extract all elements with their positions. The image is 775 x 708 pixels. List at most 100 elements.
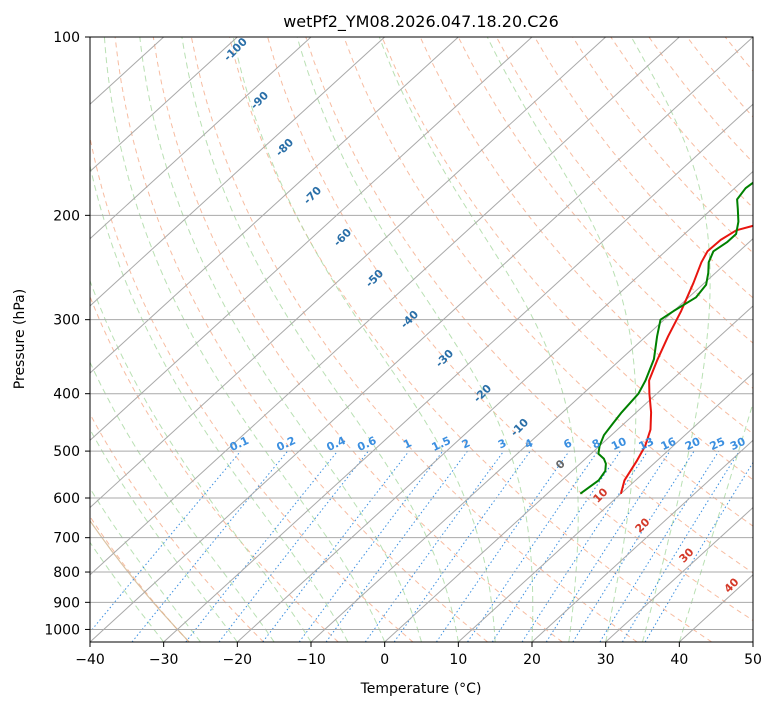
x-tick-label: 0 xyxy=(380,652,389,668)
dry-adiabat-line xyxy=(229,37,712,642)
dry-adiabat-line xyxy=(90,295,339,642)
mixing-ratio-line xyxy=(491,450,621,642)
moist-adiabat-line xyxy=(232,37,496,642)
y-tick-label: 1000 xyxy=(44,622,80,638)
isotherm-line xyxy=(457,372,753,642)
dry-adiabat-line xyxy=(343,37,753,527)
mixing-ratio-line xyxy=(298,450,444,642)
isotherm-line xyxy=(163,103,753,642)
dry-adiabat-line xyxy=(534,37,753,299)
isotherm-line xyxy=(752,641,753,642)
mixing-ratio-line xyxy=(545,450,671,642)
moist-adiabat-label: -90 xyxy=(248,89,271,112)
isotherm-line xyxy=(310,237,753,642)
moist-adiabat-line xyxy=(103,37,386,642)
plot-frame xyxy=(89,36,754,643)
y-axis-title: Pressure (hPa) xyxy=(12,289,28,389)
y-tick-label: 600 xyxy=(53,491,80,507)
moist-adiabat-line xyxy=(90,361,275,642)
moist-adiabat-label: -50 xyxy=(363,267,386,290)
isotherm-line xyxy=(90,37,607,509)
y-tick-label: 300 xyxy=(53,313,80,329)
reference-curve-line xyxy=(90,519,190,642)
x-axis-ticks: −40 −30 −20 −10 0 10 20 30 40 50 xyxy=(75,642,762,668)
x-tick-label: 30 xyxy=(597,652,615,668)
temperature-profile-line xyxy=(619,224,753,494)
isotherm-line xyxy=(90,37,533,442)
mixing-ratio-line xyxy=(621,450,740,642)
y-tick-label: 900 xyxy=(53,595,80,611)
mixing-ratio-line xyxy=(521,450,649,642)
moist-adiabat-line xyxy=(378,37,579,642)
isotherm-line xyxy=(384,305,753,642)
x-tick-label: −20 xyxy=(223,652,253,668)
mixing-ratio-line xyxy=(262,450,410,642)
dry-adiabat-line xyxy=(724,37,753,72)
isotherm-line xyxy=(90,37,753,642)
y-tick-label: 700 xyxy=(53,531,80,547)
x-tick-label: 20 xyxy=(523,652,541,668)
background-guide-lines xyxy=(90,37,775,642)
isotherm-line xyxy=(605,506,753,642)
dry-adiabat-line xyxy=(305,37,753,574)
y-tick-label: 800 xyxy=(53,565,80,581)
x-axis-title: Temperature (°C) xyxy=(360,681,482,697)
dry-adiabat-line xyxy=(90,412,264,642)
moist-adiabat-line xyxy=(486,37,637,642)
moist-adiabat-line xyxy=(90,541,165,642)
mixing-ratio-label: 1 xyxy=(401,436,413,451)
x-tick-label: −40 xyxy=(75,652,105,668)
moist-adiabat-line xyxy=(139,37,422,642)
mixing-ratio-label: 25 xyxy=(708,435,727,453)
isotherm-line xyxy=(90,37,386,307)
moist-adiabat-label: -80 xyxy=(273,136,296,159)
dry-adiabat-label: 40 xyxy=(722,575,742,595)
moist-adiabat-line xyxy=(296,37,534,642)
dewpoint-profile-line xyxy=(579,181,753,495)
moist-adiabat-label: -20 xyxy=(471,382,494,405)
moist-adiabat-line xyxy=(181,37,459,642)
mixing-ratio-label: 16 xyxy=(659,435,679,453)
freezing-level-label: 0 xyxy=(553,457,568,472)
dry-adiabat-line xyxy=(495,37,753,344)
mixing-ratio-line xyxy=(467,450,599,642)
moist-adiabat-line xyxy=(678,401,753,642)
dry-adiabat-line xyxy=(114,37,488,642)
y-tick-label: 200 xyxy=(53,208,80,224)
dry-adiabat-line xyxy=(190,37,638,642)
chart-title: wetPf2_YM08.2026.047.18.20.C26 xyxy=(283,12,559,32)
mixing-ratio-line xyxy=(572,450,695,642)
mixing-ratio-line xyxy=(644,461,753,642)
mixing-ratio-line xyxy=(364,450,505,642)
mixing-ratio-label: 30 xyxy=(728,435,748,453)
x-tick-label: 40 xyxy=(670,652,688,668)
y-tick-label: 500 xyxy=(53,444,80,460)
mixing-ratio-label: 10 xyxy=(609,435,629,453)
dry-adiabat-line xyxy=(763,37,775,642)
x-tick-label: −30 xyxy=(149,652,179,668)
x-tick-label: −10 xyxy=(296,652,326,668)
mixing-ratio-label: 13 xyxy=(637,435,656,453)
dry-adiabat-line xyxy=(457,37,753,389)
moist-adiabat-line xyxy=(90,428,238,642)
isotherm-line xyxy=(90,37,680,576)
isotherm-line xyxy=(90,37,459,374)
mixing-ratio-line xyxy=(325,450,468,642)
moist-adiabat-line xyxy=(90,279,312,642)
moist-adiabat-label: -70 xyxy=(301,184,324,207)
dry-adiabat-line xyxy=(90,515,190,642)
mixing-ratio-line xyxy=(185,450,338,642)
isotherm-line xyxy=(90,37,238,173)
x-tick-label: 50 xyxy=(744,652,762,668)
mixing-ratio-line xyxy=(599,450,720,642)
moist-adiabat-line xyxy=(90,487,201,642)
mixing-ratio-line xyxy=(218,450,369,642)
x-tick-label: 10 xyxy=(449,652,467,668)
moist-adiabat-label: -100 xyxy=(221,35,250,64)
isotherm-line xyxy=(531,439,753,642)
dry-adiabat-line xyxy=(686,37,753,118)
dry-adiabat-label: 20 xyxy=(633,515,653,535)
moist-adiabat-label: -30 xyxy=(433,347,456,370)
mixing-ratio-line xyxy=(90,450,242,633)
dry-adiabat-line xyxy=(648,37,753,164)
